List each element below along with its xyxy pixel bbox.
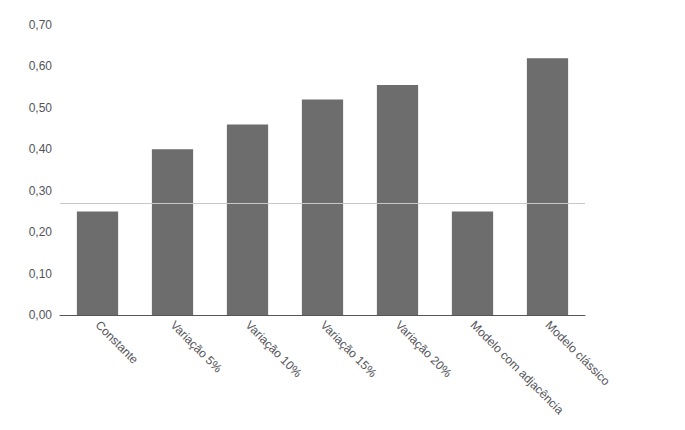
svg-text:Variação 15%: Variação 15%	[318, 318, 380, 380]
svg-text:0,00: 0,00	[29, 308, 53, 322]
svg-text:Constante: Constante	[93, 318, 142, 367]
svg-text:0,50: 0,50	[29, 101, 53, 115]
svg-text:Variação 5%: Variação 5%	[168, 318, 226, 376]
svg-text:0,20: 0,20	[29, 225, 53, 239]
svg-text:0,60: 0,60	[29, 59, 53, 73]
svg-text:Modelo clássico: Modelo clássico	[543, 318, 613, 388]
svg-text:Variação 20%: Variação 20%	[393, 318, 455, 380]
svg-text:Modelo com adjacência: Modelo com adjacência	[467, 318, 567, 417]
svg-text:0,40: 0,40	[29, 142, 53, 156]
svg-text:0,30: 0,30	[29, 184, 53, 198]
svg-text:Variação 10%: Variação 10%	[243, 318, 305, 380]
svg-text:0,70: 0,70	[29, 18, 53, 32]
svg-text:0,10: 0,10	[29, 267, 53, 281]
